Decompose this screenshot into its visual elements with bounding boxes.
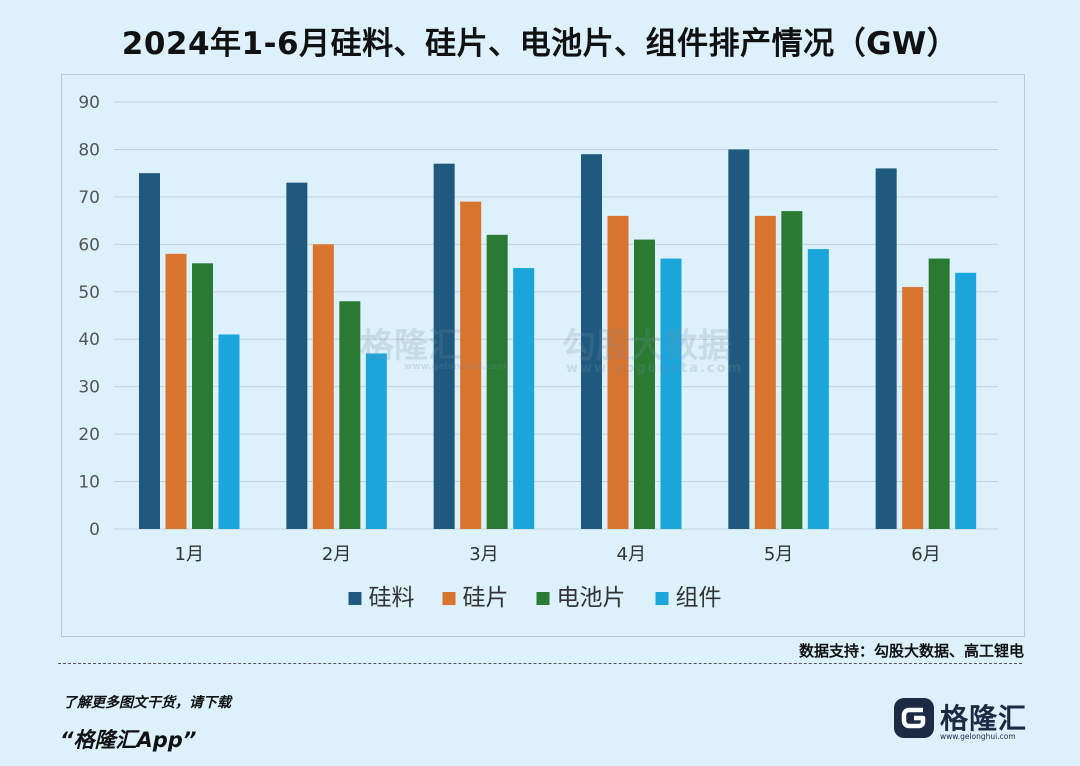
divider	[58, 663, 1022, 664]
y-tick-label: 60	[78, 235, 100, 255]
bar-硅料-5月	[728, 149, 750, 529]
y-tick-label: 40	[78, 330, 100, 350]
bar-硅料-1月	[139, 173, 160, 529]
bar-电池片-4月	[634, 239, 655, 530]
bar-电池片-3月	[486, 234, 508, 529]
bar-硅片-2月	[312, 244, 334, 530]
legend-label-硅料: 硅料	[369, 585, 415, 611]
brand-name: 格隆汇	[940, 702, 1028, 735]
y-tick-label: 80	[78, 140, 100, 160]
gelonghui-logo-icon	[894, 698, 934, 738]
bar-电池片-5月	[781, 211, 803, 529]
x-tick-label: 6月	[911, 544, 940, 565]
legend-swatch-硅料	[348, 592, 362, 605]
bar-电池片-1月	[192, 263, 213, 529]
legend-label-电池片: 电池片	[557, 585, 626, 611]
x-tick-label: 1月	[175, 544, 204, 565]
bar-硅料-3月	[433, 163, 455, 529]
bar-硅料-2月	[286, 182, 308, 529]
bar-组件-3月	[513, 268, 535, 529]
bar-硅片-1月	[165, 253, 187, 530]
bar-组件-5月	[807, 249, 829, 530]
legend-label-硅片: 硅片	[463, 585, 509, 611]
bar-硅片-5月	[754, 215, 776, 529]
promo-app-name: “格隆汇App”	[60, 728, 197, 752]
legend-label-组件: 组件	[676, 585, 722, 611]
legend-swatch-电池片	[536, 592, 550, 605]
brand-block[interactable]: 格隆汇 www.gelonghui.com	[893, 697, 1033, 747]
legend-swatch-硅片	[442, 592, 456, 605]
bar-硅片-6月	[902, 287, 924, 529]
x-tick-label: 5月	[764, 544, 793, 565]
y-tick-label: 0	[89, 520, 100, 540]
x-tick-label: 2月	[322, 544, 351, 565]
y-tick-label: 30	[78, 378, 100, 398]
y-tick-label: 50	[78, 283, 100, 303]
x-tick-label: 3月	[469, 544, 498, 565]
bar-电池片-2月	[339, 301, 361, 529]
bar-组件-2月	[365, 353, 387, 529]
bar-硅料-4月	[581, 154, 602, 529]
bar-硅料-6月	[875, 168, 897, 529]
bar-硅片-3月	[460, 201, 482, 529]
y-tick-label: 70	[78, 188, 100, 208]
bar-硅片-4月	[607, 215, 629, 529]
data-source: 数据支持：勾股大数据、高工锂电	[798, 642, 1024, 660]
brand-url: www.gelonghui.com	[940, 732, 1016, 741]
bar-组件-4月	[660, 258, 682, 529]
x-tick-label: 4月	[617, 544, 646, 565]
bar-组件-6月	[955, 272, 977, 529]
chart-title: 2024年1-6月硅料、硅片、电池片、组件排产情况（GW）	[121, 26, 959, 62]
y-tick-label: 20	[78, 425, 100, 445]
y-tick-label: 90	[78, 93, 100, 113]
chart-area: 0 10 20 30 40 50 60 70 80 90 1月 2月 3月 4月 5月 6月硅料 硅片 电池片 组件	[61, 74, 1025, 637]
legend-swatch-组件	[655, 592, 669, 605]
y-tick-label: 10	[78, 473, 100, 493]
bar-chart: 0 10 20 30 40 50 60 70 80 90 1月 2月 3月 4月 5月 6月硅料 硅片 电池片 组件	[78, 93, 998, 611]
bar-组件-1月	[218, 334, 240, 529]
bar-电池片-6月	[928, 258, 950, 529]
promo-text: 了解更多图文干货，请下载	[63, 695, 231, 711]
